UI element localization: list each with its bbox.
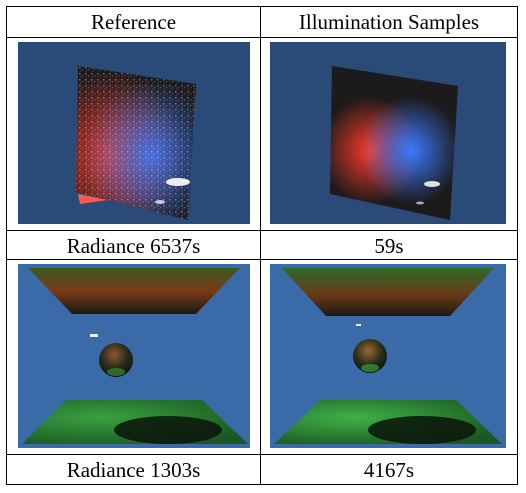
caption-reference-time: Radiance 1303s	[66, 458, 201, 482]
row-divider	[6, 259, 518, 260]
render-illumination-sphere	[270, 264, 506, 448]
border-top	[6, 6, 518, 7]
render-reference-panel	[18, 42, 250, 224]
border-left	[6, 6, 7, 485]
results-table: Reference Illumination Samples	[6, 6, 518, 485]
row-divider	[6, 454, 518, 455]
caption-samples-time: 4167s	[363, 458, 415, 482]
render-illumination-panel	[270, 42, 506, 224]
border-right	[517, 6, 518, 485]
row-divider	[6, 230, 518, 231]
header-reference: Reference	[90, 10, 177, 34]
border-bottom	[6, 484, 518, 485]
caption-reference-time: Radiance 6537s	[66, 234, 201, 258]
caption-samples-time: 59s	[374, 234, 404, 258]
row-divider	[6, 37, 518, 38]
render-reference-sphere	[18, 264, 250, 448]
column-divider	[260, 6, 261, 485]
header-illumination-samples: Illumination Samples	[298, 10, 480, 34]
